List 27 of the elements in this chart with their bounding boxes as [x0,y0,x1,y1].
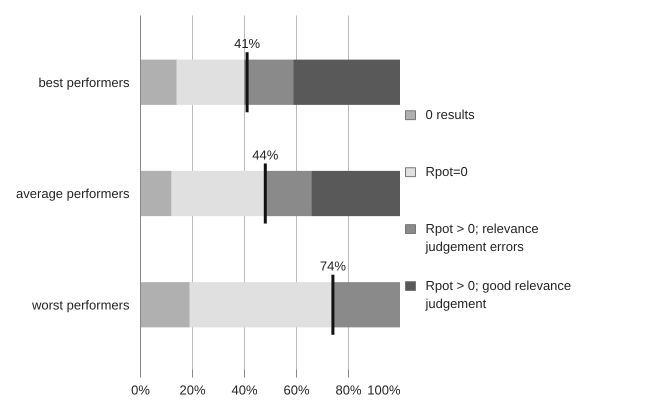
bar [140,60,178,105]
y-tick-label: best performers [38,74,130,90]
bar [176,60,245,105]
y-tick-label: average performers [16,186,130,201]
x-tick-label: 60% [283,382,310,398]
annotation: 74% [320,258,346,274]
bar [312,170,400,216]
bar [294,60,400,105]
x-tick-label: 40% [231,382,258,398]
bar [332,282,400,328]
x-tick-label: 100% [367,382,401,398]
x-tick-label: 0% [131,382,150,398]
bar [264,170,312,216]
legend-label: 0 results [426,107,476,122]
bar [140,170,172,216]
x-tick-label: 80% [335,382,362,398]
bar [190,282,334,328]
y-tick-label: worst performers [30,297,130,312]
legend-label: Rpot > 0; relevance judgement errors [424,221,539,254]
bar [140,282,190,328]
bar [171,170,266,216]
legend-label: Rpot=0 [426,164,468,180]
annotation: 44% [252,147,279,162]
legend-label: Rpot > 0; good relevance judgement [424,278,572,312]
bar [244,60,294,105]
x-tick-label: 20% [179,382,206,398]
annotation: 41% [234,36,261,52]
